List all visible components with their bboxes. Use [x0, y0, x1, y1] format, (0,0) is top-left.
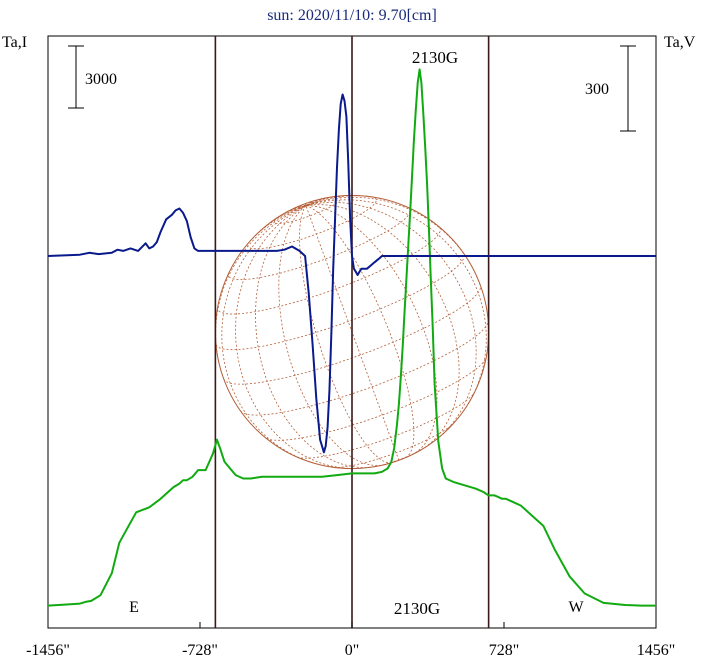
longitude-line — [299, 205, 392, 464]
latitude-line — [217, 226, 441, 315]
series-line-stokes-i — [47, 68, 656, 607]
longitude-line — [244, 205, 307, 248]
limb-label-east: E — [129, 599, 139, 616]
longitude-line — [215, 205, 307, 379]
longitude-line — [305, 195, 380, 207]
x-ticks: -1456" -728" 0" 728" 1456" — [26, 622, 675, 659]
longitude-line — [305, 199, 487, 412]
x-tick-label: 1456" — [637, 642, 676, 659]
series-line-stokes-v — [47, 93, 656, 454]
x-tick-label: -1456" — [26, 642, 70, 659]
solar-grid — [214, 194, 490, 470]
longitude-line — [305, 200, 316, 207]
longitude-line — [305, 204, 460, 450]
vertical-lines — [214, 36, 490, 628]
x-tick-label: 0" — [345, 642, 360, 659]
scale-label-left: 3000 — [85, 71, 117, 88]
latitude-line — [333, 423, 454, 468]
series-layer — [47, 68, 656, 607]
longitude-line — [255, 205, 375, 469]
chart-title: sun: 2020/11/10: 9.70[cm] — [267, 7, 437, 24]
annotation-top: 2130G — [412, 48, 458, 67]
x-tick-label: 728" — [489, 642, 520, 659]
longitude-line — [295, 205, 306, 209]
longitude-line — [305, 205, 400, 461]
x-tick-label: -728" — [182, 642, 218, 659]
latitude-line — [228, 207, 411, 280]
longitude-line — [304, 203, 307, 206]
longitude-line — [221, 205, 318, 465]
scale-bar-left — [68, 45, 84, 109]
y-label-right: Ta,V — [664, 34, 696, 51]
limb-label-west: W — [568, 599, 584, 616]
scale-label-right: 300 — [585, 81, 609, 98]
scale-bar-right — [620, 45, 636, 132]
annotation-bottom: 2130G — [394, 599, 440, 618]
longitude-line — [305, 201, 311, 206]
longitude-line — [305, 205, 415, 458]
latitude-line — [240, 320, 489, 416]
longitude-line — [305, 205, 438, 456]
longitude-line — [305, 197, 325, 207]
y-label-left: Ta,I — [2, 34, 27, 51]
latitude-line — [215, 254, 465, 351]
longitude-line — [278, 205, 386, 466]
